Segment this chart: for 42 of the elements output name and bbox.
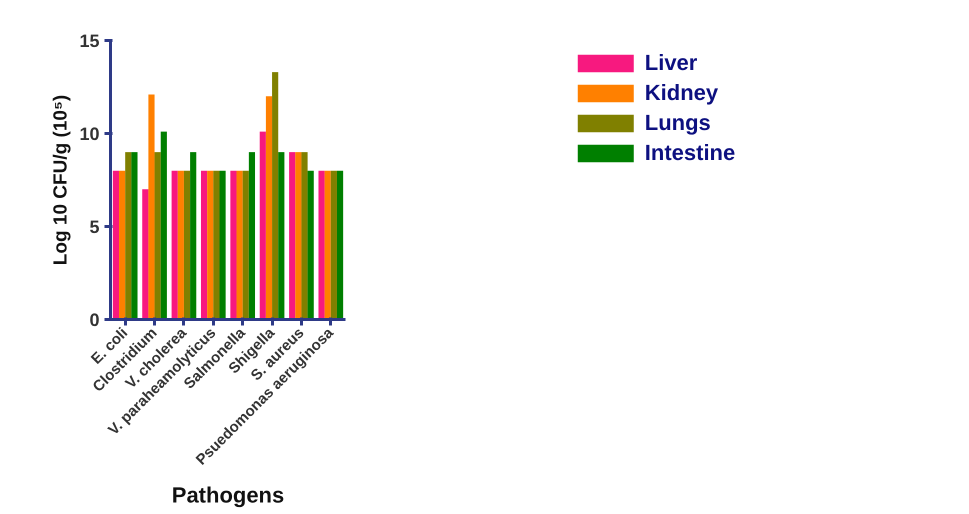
bar [148,94,155,320]
bar [125,152,132,320]
y-tick-label: 15 [79,31,100,51]
bar [154,152,161,320]
bar [301,152,308,320]
bar [260,132,266,320]
bar [330,170,337,320]
bar [308,170,314,320]
bar [172,170,178,320]
bar [248,152,256,320]
bar [266,96,272,320]
y-axis-title: Log 10 CFU/g (10⁵) [50,94,72,266]
legend-label: Kidney [644,80,718,106]
bar [131,152,138,320]
x-axis-title: Pathogens [172,482,284,508]
bar [242,170,249,320]
y-tick-label: 0 [89,310,100,330]
bar [142,189,148,320]
bar [190,152,196,320]
y-tick-label: 10 [79,124,100,144]
bar [119,170,126,320]
bar [272,72,278,320]
bar [318,170,325,320]
bar [230,170,237,320]
bar [219,170,226,320]
bar [324,170,331,320]
bar [178,170,184,320]
bar [295,152,302,320]
bar [184,170,190,320]
bar [278,152,284,320]
y-tick-label: 5 [89,217,100,237]
bar [160,132,167,320]
bar [336,170,344,320]
bar [289,152,296,320]
legend-label: Liver [644,50,698,76]
bar [112,170,120,320]
legend-label: Intestine [644,140,736,166]
bar [207,170,214,320]
legend-label: Lungs [644,110,711,136]
bar [236,170,243,320]
bar [200,170,208,320]
bar [213,170,220,320]
